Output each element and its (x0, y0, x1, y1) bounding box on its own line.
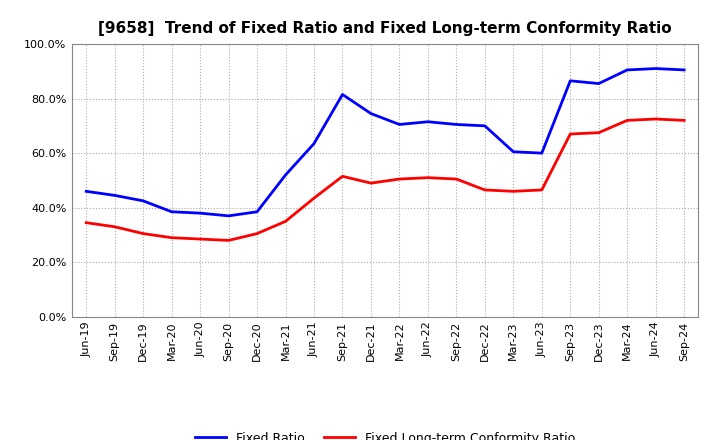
Fixed Long-term Conformity Ratio (225, 238, 233, 243)
Fixed Ratio (167, 209, 176, 214)
Fixed Ratio (196, 210, 204, 216)
Fixed Ratio (338, 92, 347, 97)
Fixed Ratio (225, 213, 233, 219)
Fixed Ratio (623, 67, 631, 73)
Fixed Long-term Conformity Ratio (139, 231, 148, 236)
Fixed Ratio (310, 141, 318, 146)
Fixed Ratio (139, 198, 148, 203)
Fixed Long-term Conformity Ratio (366, 180, 375, 186)
Legend: Fixed Ratio, Fixed Long-term Conformity Ratio: Fixed Ratio, Fixed Long-term Conformity … (190, 427, 580, 440)
Fixed Ratio (423, 119, 432, 125)
Fixed Ratio (110, 193, 119, 198)
Fixed Ratio (452, 122, 461, 127)
Line: Fixed Long-term Conformity Ratio: Fixed Long-term Conformity Ratio (86, 119, 684, 240)
Fixed Long-term Conformity Ratio (110, 224, 119, 229)
Fixed Ratio (595, 81, 603, 86)
Fixed Ratio (509, 149, 518, 154)
Fixed Ratio (680, 67, 688, 73)
Fixed Ratio (537, 150, 546, 156)
Fixed Long-term Conformity Ratio (452, 176, 461, 182)
Fixed Long-term Conformity Ratio (423, 175, 432, 180)
Fixed Long-term Conformity Ratio (196, 236, 204, 242)
Fixed Ratio (566, 78, 575, 84)
Fixed Long-term Conformity Ratio (566, 132, 575, 137)
Fixed Long-term Conformity Ratio (680, 118, 688, 123)
Fixed Long-term Conformity Ratio (623, 118, 631, 123)
Fixed Long-term Conformity Ratio (167, 235, 176, 240)
Fixed Long-term Conformity Ratio (82, 220, 91, 225)
Title: [9658]  Trend of Fixed Ratio and Fixed Long-term Conformity Ratio: [9658] Trend of Fixed Ratio and Fixed Lo… (99, 21, 672, 36)
Fixed Long-term Conformity Ratio (480, 187, 489, 193)
Fixed Ratio (366, 111, 375, 116)
Fixed Long-term Conformity Ratio (253, 231, 261, 236)
Fixed Ratio (480, 123, 489, 128)
Fixed Ratio (395, 122, 404, 127)
Line: Fixed Ratio: Fixed Ratio (86, 69, 684, 216)
Fixed Ratio (82, 189, 91, 194)
Fixed Long-term Conformity Ratio (395, 176, 404, 182)
Fixed Ratio (282, 172, 290, 178)
Fixed Long-term Conformity Ratio (537, 187, 546, 193)
Fixed Long-term Conformity Ratio (595, 130, 603, 136)
Fixed Long-term Conformity Ratio (509, 189, 518, 194)
Fixed Long-term Conformity Ratio (338, 174, 347, 179)
Fixed Ratio (253, 209, 261, 214)
Fixed Long-term Conformity Ratio (310, 195, 318, 201)
Fixed Ratio (652, 66, 660, 71)
Fixed Long-term Conformity Ratio (652, 116, 660, 121)
Fixed Long-term Conformity Ratio (282, 219, 290, 224)
